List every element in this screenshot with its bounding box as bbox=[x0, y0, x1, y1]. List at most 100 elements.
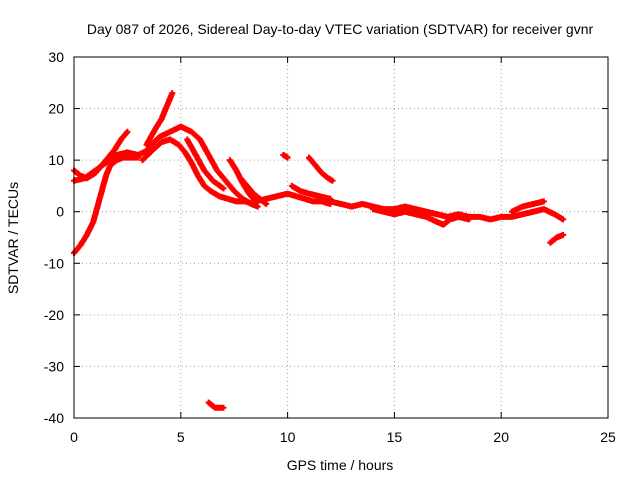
data-point bbox=[194, 153, 198, 157]
x-tick-label: 5 bbox=[177, 429, 185, 445]
series-track-o bbox=[370, 206, 473, 228]
data-point bbox=[360, 202, 364, 206]
data-point bbox=[202, 169, 206, 172]
series-track-c bbox=[71, 146, 152, 184]
data-point bbox=[555, 236, 559, 239]
data-point bbox=[311, 199, 315, 203]
data-point bbox=[256, 205, 260, 209]
data-point bbox=[91, 220, 95, 224]
data-point bbox=[207, 153, 211, 157]
data-point bbox=[185, 138, 189, 141]
data-point bbox=[147, 145, 151, 149]
data-point bbox=[303, 197, 307, 201]
data-point bbox=[281, 153, 285, 157]
data-point bbox=[183, 150, 187, 154]
x-axis-label: GPS time / hours bbox=[287, 457, 394, 473]
data-point bbox=[457, 215, 460, 219]
data-point bbox=[125, 130, 129, 134]
data-point bbox=[196, 174, 200, 178]
data-point bbox=[228, 158, 232, 162]
series-markers bbox=[280, 152, 291, 161]
data-point bbox=[392, 207, 396, 211]
y-tick-label: 0 bbox=[56, 204, 64, 220]
data-point bbox=[307, 192, 311, 196]
y-tick-label: -20 bbox=[44, 307, 64, 323]
data-point bbox=[531, 202, 535, 206]
data-point bbox=[96, 205, 99, 209]
plot-frame bbox=[73, 56, 609, 419]
data-point bbox=[435, 212, 439, 216]
y-axis-label: SDTVAR / TECUs bbox=[5, 182, 21, 294]
data-point bbox=[113, 148, 117, 152]
data-point bbox=[104, 174, 108, 178]
data-point bbox=[499, 215, 503, 219]
data-point bbox=[213, 406, 217, 410]
data-point bbox=[198, 138, 202, 141]
data-point bbox=[286, 192, 290, 196]
data-point bbox=[561, 217, 565, 221]
data-point bbox=[217, 194, 221, 198]
data-point bbox=[239, 176, 243, 180]
data-point bbox=[286, 156, 290, 160]
data-point bbox=[153, 127, 157, 131]
data-point bbox=[157, 135, 161, 139]
data-point bbox=[160, 117, 164, 121]
data-point bbox=[307, 156, 311, 160]
x-tick-label: 10 bbox=[280, 429, 296, 445]
data-point bbox=[179, 125, 183, 129]
axis-ticks: 0 5 10 15 20 25 -40 -30 -20 -10 0 10 20 30 bbox=[44, 49, 616, 445]
data-point bbox=[313, 163, 317, 167]
data-point bbox=[448, 217, 452, 221]
x-tick-label: 20 bbox=[493, 429, 509, 445]
data-point bbox=[542, 207, 546, 211]
series-markers bbox=[71, 154, 142, 256]
series-track-k bbox=[280, 152, 291, 161]
y-tick-label: -30 bbox=[44, 358, 64, 374]
data-point bbox=[160, 140, 164, 144]
data-point bbox=[350, 205, 354, 209]
data-point bbox=[392, 212, 396, 216]
data-point bbox=[232, 189, 236, 193]
series-track-r bbox=[205, 399, 227, 411]
data-point bbox=[78, 243, 82, 247]
series-track-j bbox=[252, 190, 334, 207]
data-point bbox=[115, 158, 119, 162]
data-point bbox=[510, 215, 514, 219]
data-point bbox=[119, 138, 123, 141]
data-point bbox=[100, 189, 104, 193]
data-point bbox=[339, 202, 343, 206]
data-point bbox=[166, 101, 170, 105]
data-point bbox=[125, 150, 129, 154]
data-point bbox=[254, 199, 258, 203]
data-point bbox=[151, 148, 155, 152]
data-point bbox=[320, 171, 324, 175]
data-point bbox=[489, 217, 492, 221]
data-point bbox=[371, 207, 375, 211]
data-point bbox=[245, 184, 249, 188]
grid-lines bbox=[74, 57, 608, 418]
data-point bbox=[215, 169, 219, 172]
x-tick-label: 0 bbox=[70, 429, 78, 445]
data-point bbox=[424, 210, 428, 214]
x-tick-label: 25 bbox=[600, 429, 616, 445]
data-point bbox=[326, 176, 330, 180]
data-point bbox=[234, 199, 238, 203]
data-point bbox=[318, 194, 322, 198]
data-point bbox=[115, 153, 119, 157]
data-point bbox=[264, 197, 268, 201]
data-point bbox=[226, 197, 230, 201]
series-track-p bbox=[508, 198, 547, 215]
y-tick-label: 30 bbox=[48, 49, 64, 65]
data-point bbox=[207, 401, 211, 404]
series-markers bbox=[306, 154, 336, 184]
data-point bbox=[190, 161, 193, 165]
data-point bbox=[298, 189, 302, 193]
data-point bbox=[136, 153, 140, 157]
data-point bbox=[424, 215, 428, 219]
data-point bbox=[222, 406, 225, 410]
series-track-m bbox=[306, 154, 336, 184]
data-point bbox=[234, 169, 238, 172]
data-point bbox=[222, 187, 225, 190]
data-point bbox=[202, 184, 206, 188]
